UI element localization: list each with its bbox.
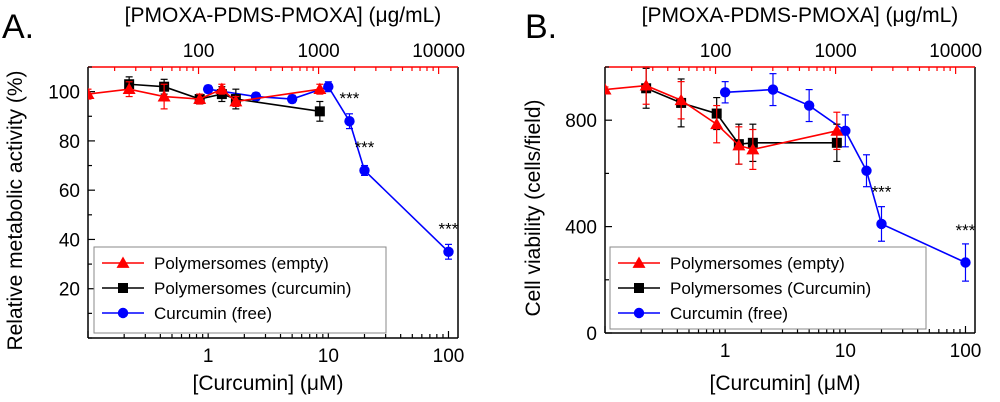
top-x-tick-label: 1000 xyxy=(814,41,856,62)
legend-entry: Curcumin (free) xyxy=(670,304,788,323)
data-point xyxy=(746,142,760,155)
data-point xyxy=(250,91,262,102)
legend-entry: Polymersomes (curcumin) xyxy=(154,279,351,298)
x-axis-title: [Curcumin] (μM) xyxy=(710,372,861,395)
x-tick-label: 1 xyxy=(720,341,731,362)
data-point xyxy=(157,90,171,102)
data-point xyxy=(313,82,327,95)
y-axis-title: Cell viability (cells/field) xyxy=(522,99,545,316)
y-tick-label: 60 xyxy=(59,181,80,202)
series-triangle xyxy=(605,66,844,171)
data-point xyxy=(286,93,298,105)
data-point xyxy=(767,84,779,95)
y-axis-title: Relative metabolic activity (%) xyxy=(4,70,27,350)
y-tick-label: 20 xyxy=(59,280,80,301)
top-x-tick-label: 10000 xyxy=(929,41,982,62)
data-point xyxy=(88,87,95,99)
y-tick-label: 40 xyxy=(59,230,80,251)
data-point xyxy=(876,218,887,230)
data-point xyxy=(732,138,746,151)
series-line xyxy=(129,83,320,113)
legend-swatch-marker xyxy=(633,307,645,319)
data-point xyxy=(344,116,355,127)
series-line xyxy=(645,87,837,145)
significance-annotation: *** xyxy=(340,89,360,108)
legend-entry: Polymersomes (empty) xyxy=(670,254,845,273)
data-point xyxy=(359,165,370,176)
y-tick-label: 100 xyxy=(48,83,80,104)
data-point xyxy=(840,125,851,137)
top-x-tick-label: 100 xyxy=(700,41,732,62)
data-point xyxy=(830,124,844,136)
top-x-tick-label: 100 xyxy=(183,41,215,62)
data-point xyxy=(605,83,612,95)
legend-swatch-marker xyxy=(118,283,128,293)
data-point xyxy=(719,87,731,98)
legend-box xyxy=(609,246,927,330)
data-point xyxy=(674,93,688,106)
x-tick-label: 100 xyxy=(433,346,465,367)
legend-entry: Polymersomes (Curcumin) xyxy=(670,279,871,298)
legend-box xyxy=(93,246,387,334)
data-point xyxy=(314,106,325,117)
data-point xyxy=(122,82,136,95)
data-point xyxy=(710,117,724,130)
x-tick-label: 100 xyxy=(950,341,982,362)
panel-label: A. xyxy=(2,8,34,46)
x-tick-label: 10 xyxy=(318,346,339,367)
data-point xyxy=(861,165,872,176)
x-axis-title: [Curcumin] (μM) xyxy=(193,372,344,395)
significance-annotation: *** xyxy=(956,221,976,240)
data-point xyxy=(202,83,214,95)
panel-label: B. xyxy=(525,8,557,46)
significance-annotation: *** xyxy=(439,220,459,239)
legend-swatch-marker xyxy=(117,307,129,319)
top-x-axis-title: [PMOXA-PDMS-PMOXA] (μg/mL) xyxy=(125,4,442,27)
top-x-tick-label: 1000 xyxy=(297,41,339,62)
data-point xyxy=(639,79,653,91)
legend: Polymersomes (empty) Polymersomes (Curcum… xyxy=(609,246,927,330)
series-circle xyxy=(202,81,454,260)
significance-annotation: *** xyxy=(872,182,892,201)
top-x-axis-title: [PMOXA-PDMS-PMOXA] (μg/mL) xyxy=(642,4,959,27)
legend-entry: Curcumin (free) xyxy=(154,304,272,323)
chart-panel-b: B. 1 10 100 100 1000 10000 [PMOXA-PDMS-PMOXA] (… xyxy=(522,4,982,395)
data-point xyxy=(803,100,815,111)
significance-annotation: *** xyxy=(355,138,375,157)
y-tick-label: 0 xyxy=(586,324,597,345)
legend-swatch-marker xyxy=(634,283,644,293)
top-x-tick-label: 10000 xyxy=(412,41,465,62)
data-point xyxy=(229,94,243,107)
y-tick-label: 400 xyxy=(565,218,597,239)
series-circle xyxy=(719,73,971,282)
y-tick-label: 800 xyxy=(565,111,597,132)
data-point xyxy=(443,246,454,257)
chart-panel-a: A. 1 10 100 100 1000 10000 [PMOXA-PDMS-PMOXA] (… xyxy=(2,4,465,395)
data-point xyxy=(323,81,334,92)
data-point xyxy=(193,92,207,104)
x-tick-label: 1 xyxy=(203,346,214,367)
data-point xyxy=(960,257,971,268)
legend-entry: Polymersomes (empty) xyxy=(154,254,329,273)
data-point xyxy=(215,82,229,95)
legend-swatch-marker xyxy=(632,256,646,268)
legend-swatch-marker xyxy=(116,256,130,268)
series-line xyxy=(208,85,450,253)
y-tick-label: 80 xyxy=(59,132,80,153)
series-triangle xyxy=(88,81,327,110)
legend: Polymersomes (empty) Polymersomes (curcum… xyxy=(93,246,387,334)
x-tick-label: 10 xyxy=(835,341,856,362)
